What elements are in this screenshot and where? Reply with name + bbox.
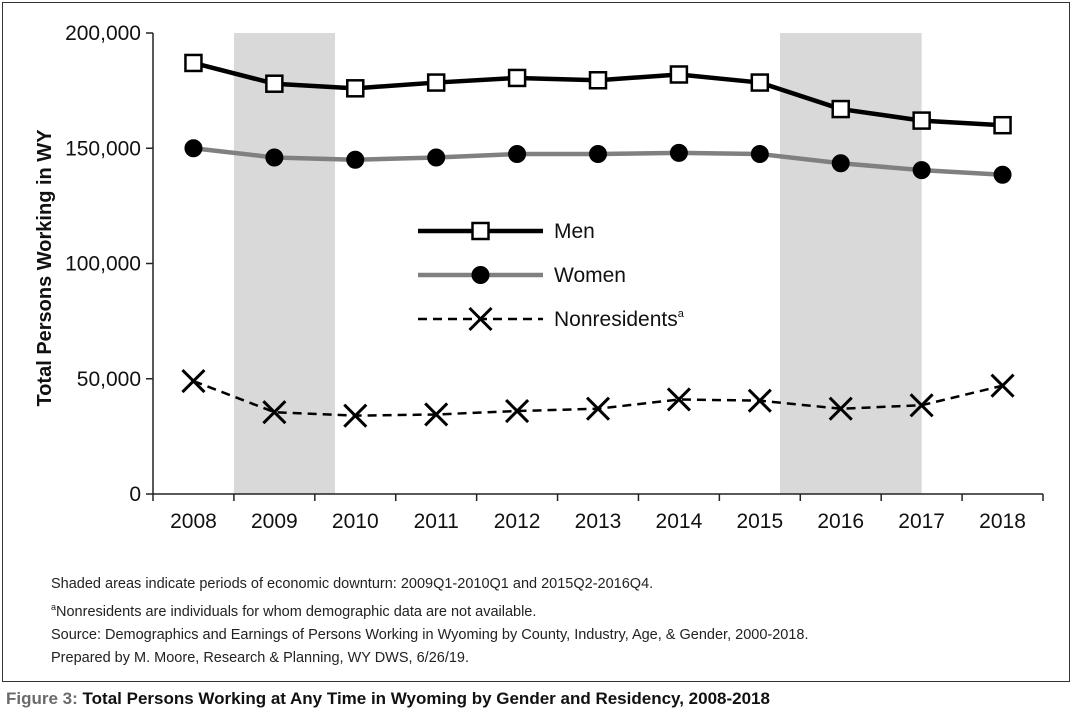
data-point-men xyxy=(750,73,770,92)
note-nonresidents: aNonresidents are individuals for whom d… xyxy=(51,596,809,624)
data-point-women xyxy=(912,161,931,180)
legend-label-men: Men xyxy=(554,220,595,243)
note-superscript: a xyxy=(51,602,57,612)
data-point-nonresidents xyxy=(262,400,287,425)
data-point-nonresidents xyxy=(424,402,449,427)
x-marker-stroke xyxy=(505,398,530,424)
x-tick-label: 2015 xyxy=(736,510,783,533)
data-point-women xyxy=(427,148,446,167)
figure-frame: 0 50,000 100,000 150,000 200,000 2008 2009 2010… xyxy=(2,2,1070,682)
data-point-nonresidents xyxy=(990,373,1015,398)
line-chart: 0 50,000 100,000 150,000 200,000 2008 2009 2010… xyxy=(34,22,1044,533)
x-marker-stroke xyxy=(262,400,287,425)
data-point-nonresidents xyxy=(343,403,368,428)
legend-marker-nonresidents xyxy=(468,306,493,332)
data-point-men xyxy=(184,53,203,73)
x-marker-stroke xyxy=(343,403,368,428)
legend-label-women: Women xyxy=(554,264,626,287)
data-point-nonresidents xyxy=(909,393,934,418)
data-point-nonresidents xyxy=(666,387,691,412)
data-point-women xyxy=(993,165,1012,184)
x-tick-label: 2017 xyxy=(898,510,945,533)
series-women xyxy=(184,139,1012,184)
data-point-women xyxy=(184,139,203,158)
data-point-nonresidents xyxy=(747,388,772,413)
x-marker-stroke xyxy=(747,388,772,413)
data-point-women xyxy=(750,145,769,164)
note-shaded-areas: Shaded areas indicate periods of economi… xyxy=(51,576,654,592)
y-tick-label: 200,000 xyxy=(65,22,141,45)
legend-item-men: Men xyxy=(418,220,595,243)
note-source: Source: Demographics and Earnings of Per… xyxy=(51,626,809,643)
legend-marker-women xyxy=(471,266,490,284)
y-tick-label: 100,000 xyxy=(65,253,141,276)
figure-caption-text: Total Persons Working at Any Time in Wyo… xyxy=(82,689,770,708)
data-point-women xyxy=(508,145,527,164)
data-point-men xyxy=(669,65,689,84)
x-tick-label: 2013 xyxy=(575,510,622,533)
axes: 0 50,000 100,000 150,000 200,000 2008 2009 2010… xyxy=(65,22,1044,533)
data-point-women xyxy=(346,150,365,169)
legend-marker-men xyxy=(471,221,490,241)
x-tick-label: 2010 xyxy=(332,510,379,533)
shaded-period-1 xyxy=(233,33,336,494)
data-point-men xyxy=(993,115,1012,135)
x-marker-stroke xyxy=(990,373,1015,398)
x-marker-stroke xyxy=(181,368,206,394)
data-point-women xyxy=(589,145,607,164)
data-point-men xyxy=(588,71,608,90)
data-point-men xyxy=(507,68,527,88)
shaded-period-2 xyxy=(780,33,922,494)
data-point-nonresidents xyxy=(828,396,853,421)
x-tick-label: 2014 xyxy=(656,510,703,533)
note-prepared-by: Prepared by M. Moore, Research & Plannin… xyxy=(51,649,470,666)
data-point-nonresidents xyxy=(181,368,206,394)
y-tick-label: 150,000 xyxy=(65,137,141,160)
data-point-men xyxy=(346,79,365,98)
footnotes: Shaded areas indicate periods of economi… xyxy=(51,573,809,670)
series-layer xyxy=(181,53,1015,428)
figure-label: Figure 3: xyxy=(6,689,78,708)
data-point-men xyxy=(831,99,850,119)
data-point-women xyxy=(831,154,850,173)
data-point-nonresidents xyxy=(505,398,530,424)
data-point-women xyxy=(265,148,284,167)
legend-item-nonresidents: Nonresidentsa xyxy=(418,306,685,332)
x-marker-stroke xyxy=(909,393,934,418)
x-tick-label: 2009 xyxy=(251,510,298,533)
y-tick-label: 50,000 xyxy=(77,368,141,391)
data-point-nonresidents xyxy=(585,396,611,421)
note-nonresidents-text: Nonresidents are individuals for whom de… xyxy=(56,603,537,620)
x-marker-stroke xyxy=(468,306,493,332)
x-marker-stroke xyxy=(585,396,611,421)
x-marker-stroke xyxy=(666,387,691,412)
legend-superscript: a xyxy=(678,308,685,320)
x-tick-label: 2012 xyxy=(494,510,541,533)
x-tick-label: 2018 xyxy=(979,510,1026,533)
x-tick-label: 2011 xyxy=(414,510,459,533)
data-point-men xyxy=(912,111,931,130)
figure-caption: Figure 3: Total Persons Working at Any T… xyxy=(6,689,770,709)
y-tick-label: 0 xyxy=(129,483,141,506)
data-point-men xyxy=(265,74,284,93)
series-men xyxy=(184,53,1012,135)
x-tick-label: 2008 xyxy=(170,510,217,533)
x-tick-label: 2016 xyxy=(817,510,864,533)
y-axis-label: Total Persons Working in WY xyxy=(34,129,56,407)
x-marker-stroke xyxy=(424,402,449,427)
data-point-women xyxy=(669,143,688,162)
legend-label-nonresidents: Nonresidentsa xyxy=(554,308,685,331)
series-nonresidents xyxy=(181,368,1015,428)
legend: Men Women Nonresidentsa xyxy=(418,220,685,332)
legend-item-women: Women xyxy=(418,264,626,287)
x-marker-stroke xyxy=(828,396,853,421)
data-point-men xyxy=(426,73,446,92)
